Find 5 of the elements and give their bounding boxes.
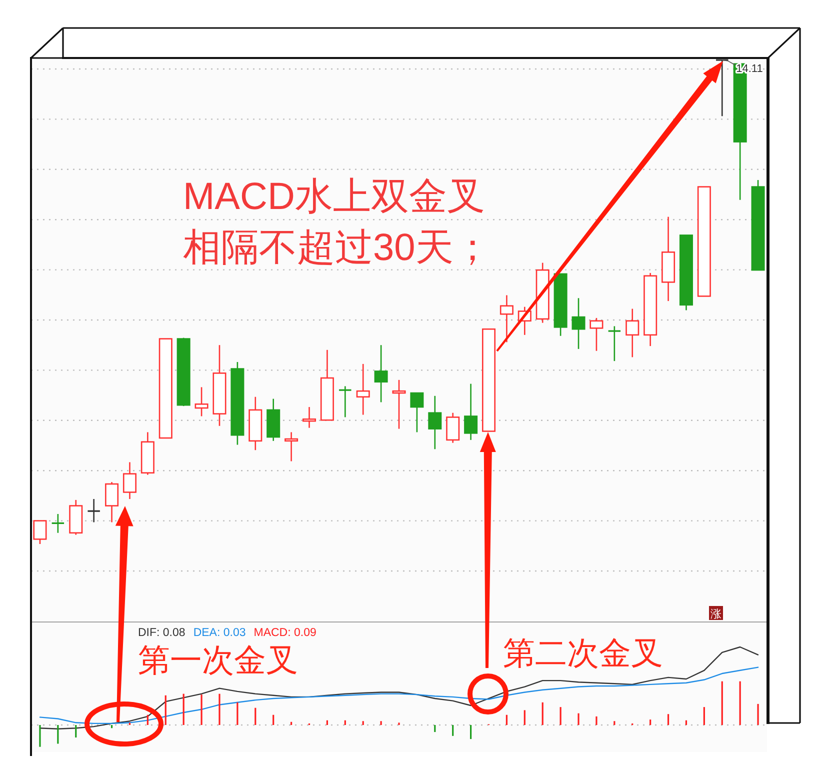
badge: 涨 [709,606,723,620]
annotation: 第一次金叉 [138,642,298,678]
annotation: 相隔不超过30天； [183,227,492,269]
annotation: MACD水上双金叉 [183,176,485,218]
annotation: 第二次金叉 [503,635,663,671]
